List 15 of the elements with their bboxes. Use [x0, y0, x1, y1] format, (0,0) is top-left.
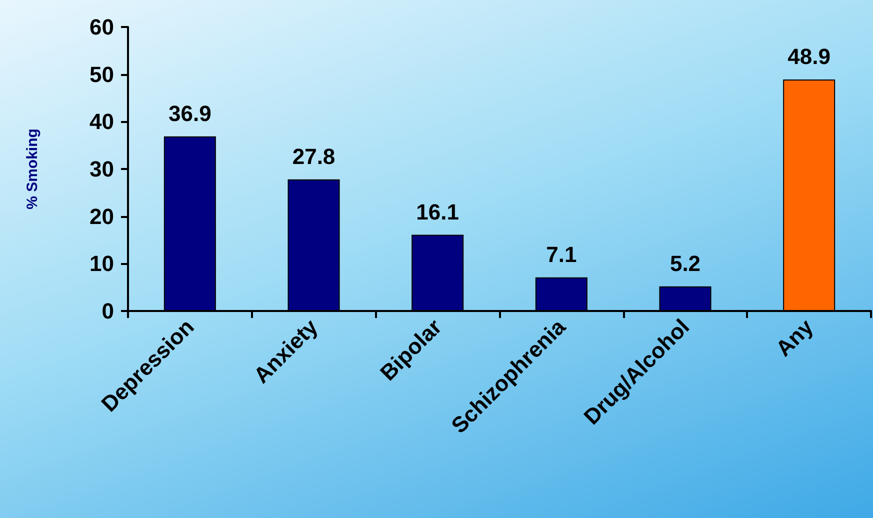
- data-label: 48.9: [788, 44, 830, 70]
- y-tick-label: 30: [90, 156, 114, 182]
- y-tick-label: 50: [90, 62, 114, 87]
- data-label: 27.8: [292, 144, 336, 169]
- data-label: 36.9: [168, 100, 212, 126]
- x-tick-label: Any: [770, 314, 818, 362]
- y-tick-label: 0: [102, 298, 114, 324]
- data-label: 7.1: [546, 242, 577, 267]
- y-tick-label: 60: [90, 14, 114, 40]
- y-tick-label: 10: [90, 251, 114, 276]
- data-label: 5.2: [670, 250, 701, 276]
- data-label: 16.1: [416, 199, 459, 224]
- y-axis-title: % Smoking: [24, 128, 41, 210]
- y-tick-label: 20: [90, 204, 114, 229]
- y-tick-label: 40: [90, 109, 114, 134]
